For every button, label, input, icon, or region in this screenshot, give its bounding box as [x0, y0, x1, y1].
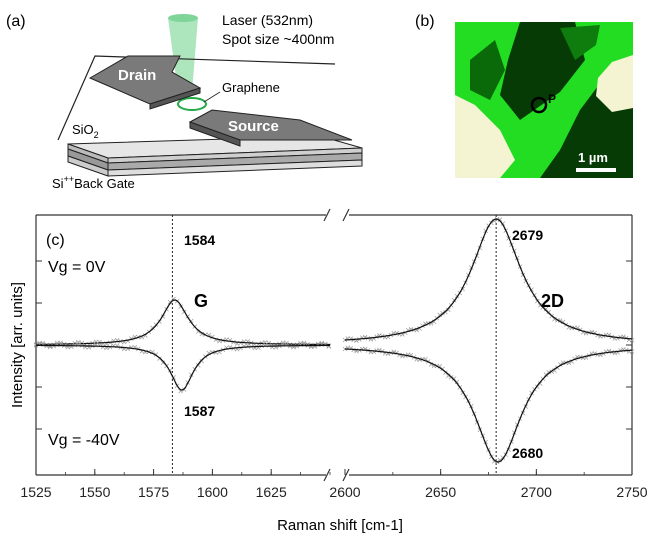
- data-point-vg0v-2d: [552, 317, 557, 322]
- graphene-label: Graphene: [222, 80, 280, 95]
- data-point-vg40v-g: [199, 358, 205, 364]
- g-peak-top-label: 1584: [184, 232, 215, 248]
- g-band-label: G: [194, 291, 208, 311]
- device-plane-outline: [57, 55, 336, 141]
- x-tick-label-1550: 1550: [79, 484, 110, 500]
- data-point-vg40v-2d: [454, 379, 460, 385]
- data-point-vg40v-g: [315, 342, 321, 348]
- y-axis-label: Intensity [arr. units]: [9, 282, 26, 408]
- data-point-vg0v-g: [196, 329, 201, 334]
- fit-line-vg0v-2d: [345, 218, 633, 341]
- scale-bar: [576, 168, 616, 172]
- x-tick-label-1600: 1600: [197, 484, 228, 500]
- data-point-vg40v-g: [238, 345, 243, 351]
- drain-label: Drain: [118, 67, 156, 84]
- data-point-vg0v-2d: [437, 312, 442, 318]
- data-point-vg0v-g: [72, 340, 78, 346]
- back-gate-label: Si++Back Gate: [52, 174, 135, 191]
- point-p-marker: [530, 96, 548, 114]
- vg-top-label: Vg = 0V: [48, 259, 106, 276]
- x-tick-label-2600: 2600: [329, 484, 360, 500]
- data-point-vg0v-2d: [446, 307, 451, 313]
- point-p-label: P: [548, 92, 556, 106]
- data-point-vg0v-2d: [546, 309, 552, 315]
- data-point-vg0v-g: [143, 333, 148, 338]
- x-tick-label-1525: 1525: [20, 484, 51, 500]
- data-point-vg40v-2d: [446, 373, 451, 378]
- scale-bar-label: 1 µm: [578, 150, 608, 165]
- data-point-vg40v-2d: [537, 381, 543, 386]
- spot-size-label: Spot size ~400nm: [222, 31, 334, 47]
- data-point-vg40v-2d: [451, 376, 457, 381]
- spectrum-chart: 1525 1550 1575 1600 1625 2600 2650 2700 2750: [20, 208, 648, 500]
- x-tick-label-1575: 1575: [138, 484, 169, 500]
- panel-b: (b) P 1 µm: [415, 13, 633, 178]
- 2d-peak-top-label: 2679: [512, 227, 543, 243]
- data-point-vg0v-g: [199, 331, 205, 337]
- 2d-band-label: 2D: [541, 291, 564, 311]
- panel-c-label: (c): [46, 232, 65, 249]
- axis-break-mark: [342, 468, 350, 482]
- data-point-vg40v-g: [266, 343, 272, 348]
- data-point-vg0v-g: [167, 299, 173, 305]
- axis-break-mark: [323, 208, 331, 222]
- data-point-vg0v-g: [100, 341, 106, 346]
- axis-break-mark: [342, 208, 350, 222]
- g-peak-bottom-label: 1587: [184, 403, 215, 419]
- fit-line-vg40v-g: [36, 344, 330, 391]
- panel-c: 1525 1550 1575 1600 1625 2600 2650 2700 2750 (c)…: [9, 208, 648, 534]
- panel-a: (a) Drain Source Laser (532nm) Spot size…: [6, 12, 363, 191]
- panel-b-label: (b): [415, 13, 435, 30]
- sio2-label: SiO2: [72, 122, 99, 140]
- x-tick-label-2650: 2650: [425, 484, 456, 500]
- x-tick-label-2700: 2700: [521, 484, 552, 500]
- x-tick-label-2750: 2750: [616, 484, 647, 500]
- data-point-vg40v-g: [72, 342, 78, 348]
- data-point-vg0v-2d: [431, 319, 437, 324]
- axis-break-mark: [323, 468, 331, 482]
- fit-line-vg0v-g: [36, 299, 330, 346]
- graphene-spot: [177, 97, 207, 111]
- fit-line-vg40v-2d: [345, 348, 633, 463]
- source-label: Source: [228, 118, 279, 135]
- panel-a-label: (a): [6, 13, 26, 30]
- data-point-vg40v-2d: [351, 347, 356, 353]
- laser-label: Laser (532nm): [222, 12, 313, 28]
- data-point-vg0v-2d: [537, 303, 543, 308]
- laser-beam-top: [168, 14, 198, 22]
- x-axis-label: Raman shift [cm-1]: [277, 517, 403, 534]
- data-point-vg40v-g: [181, 387, 187, 392]
- x-tick-label-1625: 1625: [256, 484, 287, 500]
- data-point-vg0v-2d: [497, 217, 503, 222]
- data-point-vg40v-2d: [543, 372, 549, 377]
- vg-bottom-label: Vg = -40V: [48, 432, 120, 449]
- 2d-peak-bottom-label: 2680: [512, 445, 543, 461]
- data-point-vg40v-g: [160, 360, 166, 365]
- data-point-vg40v-g: [100, 344, 106, 350]
